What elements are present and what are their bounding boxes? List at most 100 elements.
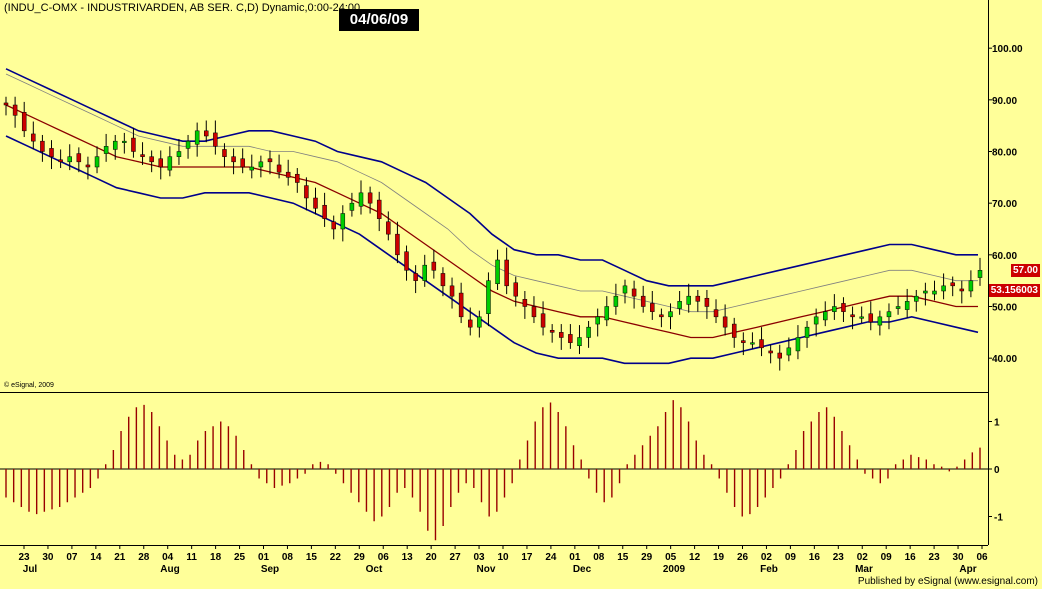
candle-body (522, 299, 528, 307)
candle-body (559, 332, 564, 338)
candle-body (750, 342, 755, 345)
candle-body (440, 273, 446, 287)
candle-body (823, 311, 828, 321)
oscillator-axis-label: 1 (994, 418, 1000, 429)
date-axis-label: 27 (450, 552, 462, 563)
date-axis-label: 26 (737, 552, 749, 563)
band-line-upper_outer (5, 68, 978, 287)
candle-body (431, 261, 437, 271)
candle-body (49, 148, 54, 157)
date-label: 04/06/09 (339, 9, 419, 31)
candle-body (586, 326, 591, 338)
price-axis-label: 100.00 (992, 44, 1023, 55)
candle-body (804, 326, 810, 338)
candle-body (21, 111, 27, 132)
date-axis-label: 20 (426, 552, 438, 563)
candle-body (868, 313, 874, 323)
oscillator-axis-label: -1 (994, 513, 1003, 524)
candle-body (713, 309, 719, 318)
month-label: Dec (573, 564, 592, 575)
candle-body (249, 166, 255, 171)
candle-body (231, 156, 236, 163)
candle-body (504, 259, 509, 287)
date-axis-label: 01 (258, 552, 270, 563)
candle-body (977, 270, 983, 278)
candle-body (94, 156, 100, 168)
date-axis-label: 08 (282, 552, 294, 563)
candle-body (304, 185, 309, 199)
date-axis-label: 29 (641, 552, 653, 563)
date-axis-label: 02 (857, 552, 869, 563)
month-label: Feb (760, 564, 778, 575)
candle-body (914, 295, 919, 302)
month-label: Aug (160, 564, 179, 575)
candle-body (777, 352, 782, 359)
candle-body (786, 347, 792, 356)
month-label: Sep (261, 564, 279, 575)
date-axis-label: 24 (545, 552, 557, 563)
candle-body (376, 199, 382, 219)
candle-body (513, 282, 519, 297)
candle-body (495, 259, 500, 285)
candle-body (267, 158, 273, 163)
date-axis-label: 12 (689, 552, 701, 563)
candle-body (668, 311, 673, 318)
date-axis-bg (0, 545, 1042, 589)
date-axis-label: 05 (665, 552, 677, 563)
candle-body (841, 303, 846, 312)
month-label: Mar (855, 564, 873, 575)
price-axis-label: 40.00 (992, 354, 1017, 365)
candle-body (467, 319, 473, 328)
candle-body (595, 316, 600, 325)
candle-body (549, 330, 555, 333)
date-axis-label: 28 (138, 552, 150, 563)
candle-body (3, 102, 9, 106)
candle-body (795, 337, 801, 352)
candle-body (285, 171, 291, 178)
candle-body (932, 290, 937, 295)
band-line-inner (5, 73, 978, 313)
candle-body (67, 156, 72, 163)
date-axis-label: 21 (114, 552, 126, 563)
date-axis-label: 11 (186, 552, 197, 563)
candle-body (122, 140, 127, 143)
candle-body (204, 130, 209, 137)
date-axis-label: 10 (497, 552, 509, 563)
date-axis-label: 22 (330, 552, 342, 563)
candle-body (941, 285, 946, 292)
candle-body (850, 314, 855, 318)
candle-body (631, 288, 637, 297)
price-axis-label: 90.00 (992, 96, 1017, 107)
month-label: 2009 (663, 564, 686, 575)
candle-body (768, 350, 773, 354)
candle-body (58, 159, 63, 163)
candle-body (413, 273, 418, 281)
candle-body (167, 156, 173, 171)
date-axis-label: 04 (162, 552, 174, 563)
candle-body (622, 285, 628, 294)
date-axis-label: 08 (593, 552, 605, 563)
date-axis-label: 17 (521, 552, 533, 563)
candle-body (12, 104, 18, 116)
candle-body (959, 288, 965, 292)
candle-body (923, 290, 928, 294)
date-axis-label: 15 (617, 552, 629, 563)
month-label: Jul (23, 564, 38, 575)
date-axis-label: 29 (354, 552, 366, 563)
candle-body (158, 158, 163, 168)
date-axis-label: 25 (234, 552, 246, 563)
candle-body (322, 204, 327, 219)
candle-body (813, 316, 819, 325)
candle-body (40, 140, 45, 152)
candle-body (276, 164, 282, 173)
chart-title: (INDU_C-OMX - INDUSTRIVARDEN, AB SER. C,… (4, 2, 361, 14)
candle-body (358, 192, 364, 207)
candle-body (895, 306, 901, 309)
candle-body (240, 158, 245, 168)
date-axis-label: 15 (306, 552, 318, 563)
candle-body (112, 140, 118, 150)
candle-body (395, 233, 400, 256)
candle-body (31, 133, 36, 142)
candle-body (185, 140, 191, 149)
candle-body (131, 137, 136, 152)
